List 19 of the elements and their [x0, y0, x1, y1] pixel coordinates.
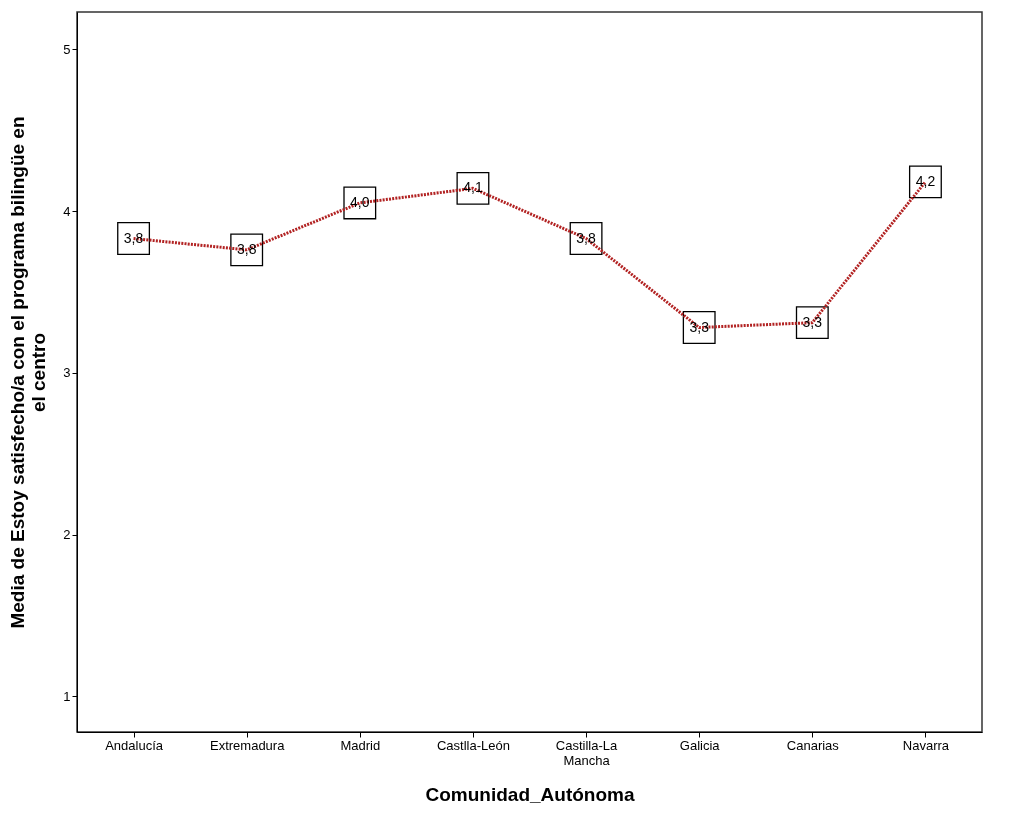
x-tick-label: Extremadura [209, 737, 286, 753]
data-label: 3,3 [802, 313, 823, 330]
data-label: 3,8 [123, 229, 144, 246]
x-tick-label: Canarias [786, 737, 840, 753]
x-tick-label: Madrid [340, 737, 381, 753]
x-tick-label: Castlla-León [436, 737, 510, 753]
y-tick-label: 2 [63, 527, 71, 543]
x-tick-label: Castilla-La Mancha [555, 737, 619, 768]
x-tick-label: Galicia [679, 737, 721, 753]
y-tick-label: 1 [63, 688, 71, 704]
y-tick-label: 3 [63, 365, 71, 381]
data-label: 4,0 [350, 193, 370, 210]
x-tick-label: Andalucía [105, 737, 164, 753]
x-tick-label: Navarra [902, 737, 950, 753]
y-axis-title: Media de Estoy satisfecho/a con el programa bilingüe en el centro [7, 116, 50, 629]
x-axis-title: Comunidad_Autónoma [425, 783, 635, 805]
y-tick-label: 4 [63, 203, 71, 219]
data-label: 4,2 [915, 172, 936, 189]
y-tick-label: 5 [63, 41, 71, 57]
